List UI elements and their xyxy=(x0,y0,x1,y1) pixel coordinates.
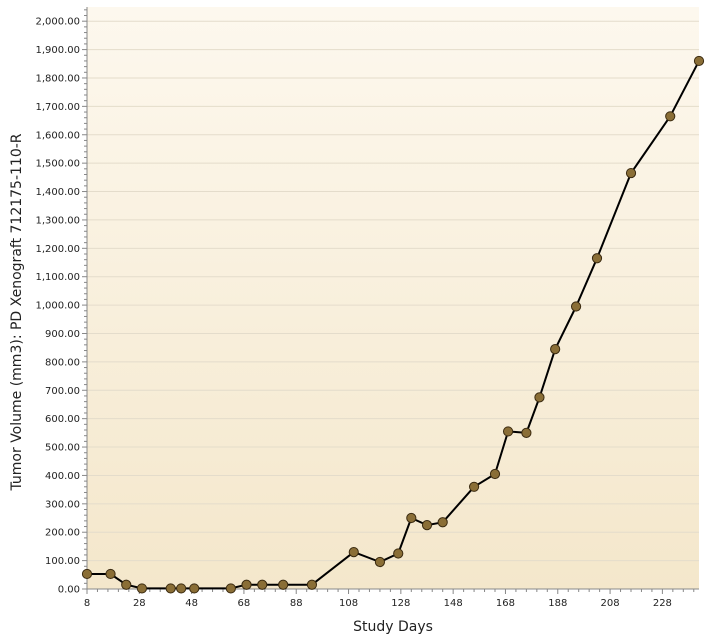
data-point xyxy=(189,583,200,594)
x-tick-label: 208 xyxy=(601,598,620,609)
data-point xyxy=(421,520,433,531)
x-tick-label: 28 xyxy=(133,598,146,609)
y-tick-label: 300.00 xyxy=(45,499,80,510)
data-point xyxy=(625,167,637,179)
y-tick-label: 1,000.00 xyxy=(35,301,80,312)
data-point xyxy=(306,579,318,590)
data-point xyxy=(665,111,676,122)
data-point xyxy=(136,583,148,594)
data-point xyxy=(550,344,561,355)
x-axis-title: Study Days xyxy=(353,619,433,635)
y-tick-labels: 0.00 100.00 200.00 300.00 400.00 500.00 600.00… xyxy=(35,17,80,596)
y-tick-label: 500.00 xyxy=(45,443,80,454)
data-point xyxy=(374,556,386,568)
data-point xyxy=(81,568,93,580)
data-point xyxy=(225,583,236,594)
x-tick-label: 128 xyxy=(391,598,410,609)
y-tick-label: 200.00 xyxy=(45,528,80,539)
y-tick-label: 1,400.00 xyxy=(35,187,80,198)
data-point xyxy=(591,253,603,264)
data-point xyxy=(121,579,132,590)
y-tick-label: 600.00 xyxy=(45,414,80,425)
data-point xyxy=(521,427,532,438)
y-tick-label: 0.00 xyxy=(58,585,80,596)
data-point xyxy=(489,468,501,480)
data-point xyxy=(502,426,514,437)
x-tick-label: 68 xyxy=(238,598,251,609)
x-tick-labels: 8 28 48 68 88 108 128 148 168 188 208 228 xyxy=(84,598,672,609)
y-tick-label: 1,300.00 xyxy=(35,215,80,226)
y-tick-label: 1,500.00 xyxy=(35,159,80,170)
grid xyxy=(87,20,699,562)
y-tick-label: 1,200.00 xyxy=(35,244,80,255)
data-point xyxy=(241,579,252,590)
x-tick-label: 188 xyxy=(548,598,567,609)
y-tick-label: 800.00 xyxy=(45,357,80,368)
y-tick-label: 700.00 xyxy=(45,386,80,397)
y-tick-label: 1,900.00 xyxy=(35,45,80,56)
y-tick-label: 1,800.00 xyxy=(35,73,80,84)
data-point xyxy=(105,568,116,580)
x-tick-label: 228 xyxy=(653,598,672,609)
data-point xyxy=(278,579,289,590)
data-point xyxy=(693,55,705,67)
data-point xyxy=(468,481,480,492)
x-tick-label: 48 xyxy=(185,598,198,609)
y-tick-label: 100.00 xyxy=(45,556,80,567)
x-tick-label: 168 xyxy=(496,598,515,609)
x-tick-label: 8 xyxy=(84,598,90,609)
data-point xyxy=(257,579,268,590)
y-tick-label: 1,700.00 xyxy=(35,102,80,113)
y-tick-label: 1,100.00 xyxy=(35,272,80,283)
data-point xyxy=(437,517,448,528)
series xyxy=(81,55,705,594)
y-tick-label: 900.00 xyxy=(45,329,80,340)
data-point xyxy=(165,583,176,594)
y-tick-label: 2,000.00 xyxy=(35,17,80,28)
x-tick-label: 88 xyxy=(290,598,303,609)
y-tick-label: 400.00 xyxy=(45,471,80,482)
data-point xyxy=(393,548,404,559)
data-point xyxy=(570,301,582,312)
y-axis-title: Tumor Volume (mm3): PD Xenograft 712175-… xyxy=(9,133,25,491)
data-point xyxy=(348,546,359,558)
plot-area xyxy=(87,7,699,589)
data-point xyxy=(534,392,545,403)
y-tick-label: 1,600.00 xyxy=(35,130,80,141)
x-tick-label: 108 xyxy=(339,598,358,609)
data-point xyxy=(176,583,187,594)
data-point xyxy=(406,512,417,524)
x-tick-label: 148 xyxy=(444,598,463,609)
